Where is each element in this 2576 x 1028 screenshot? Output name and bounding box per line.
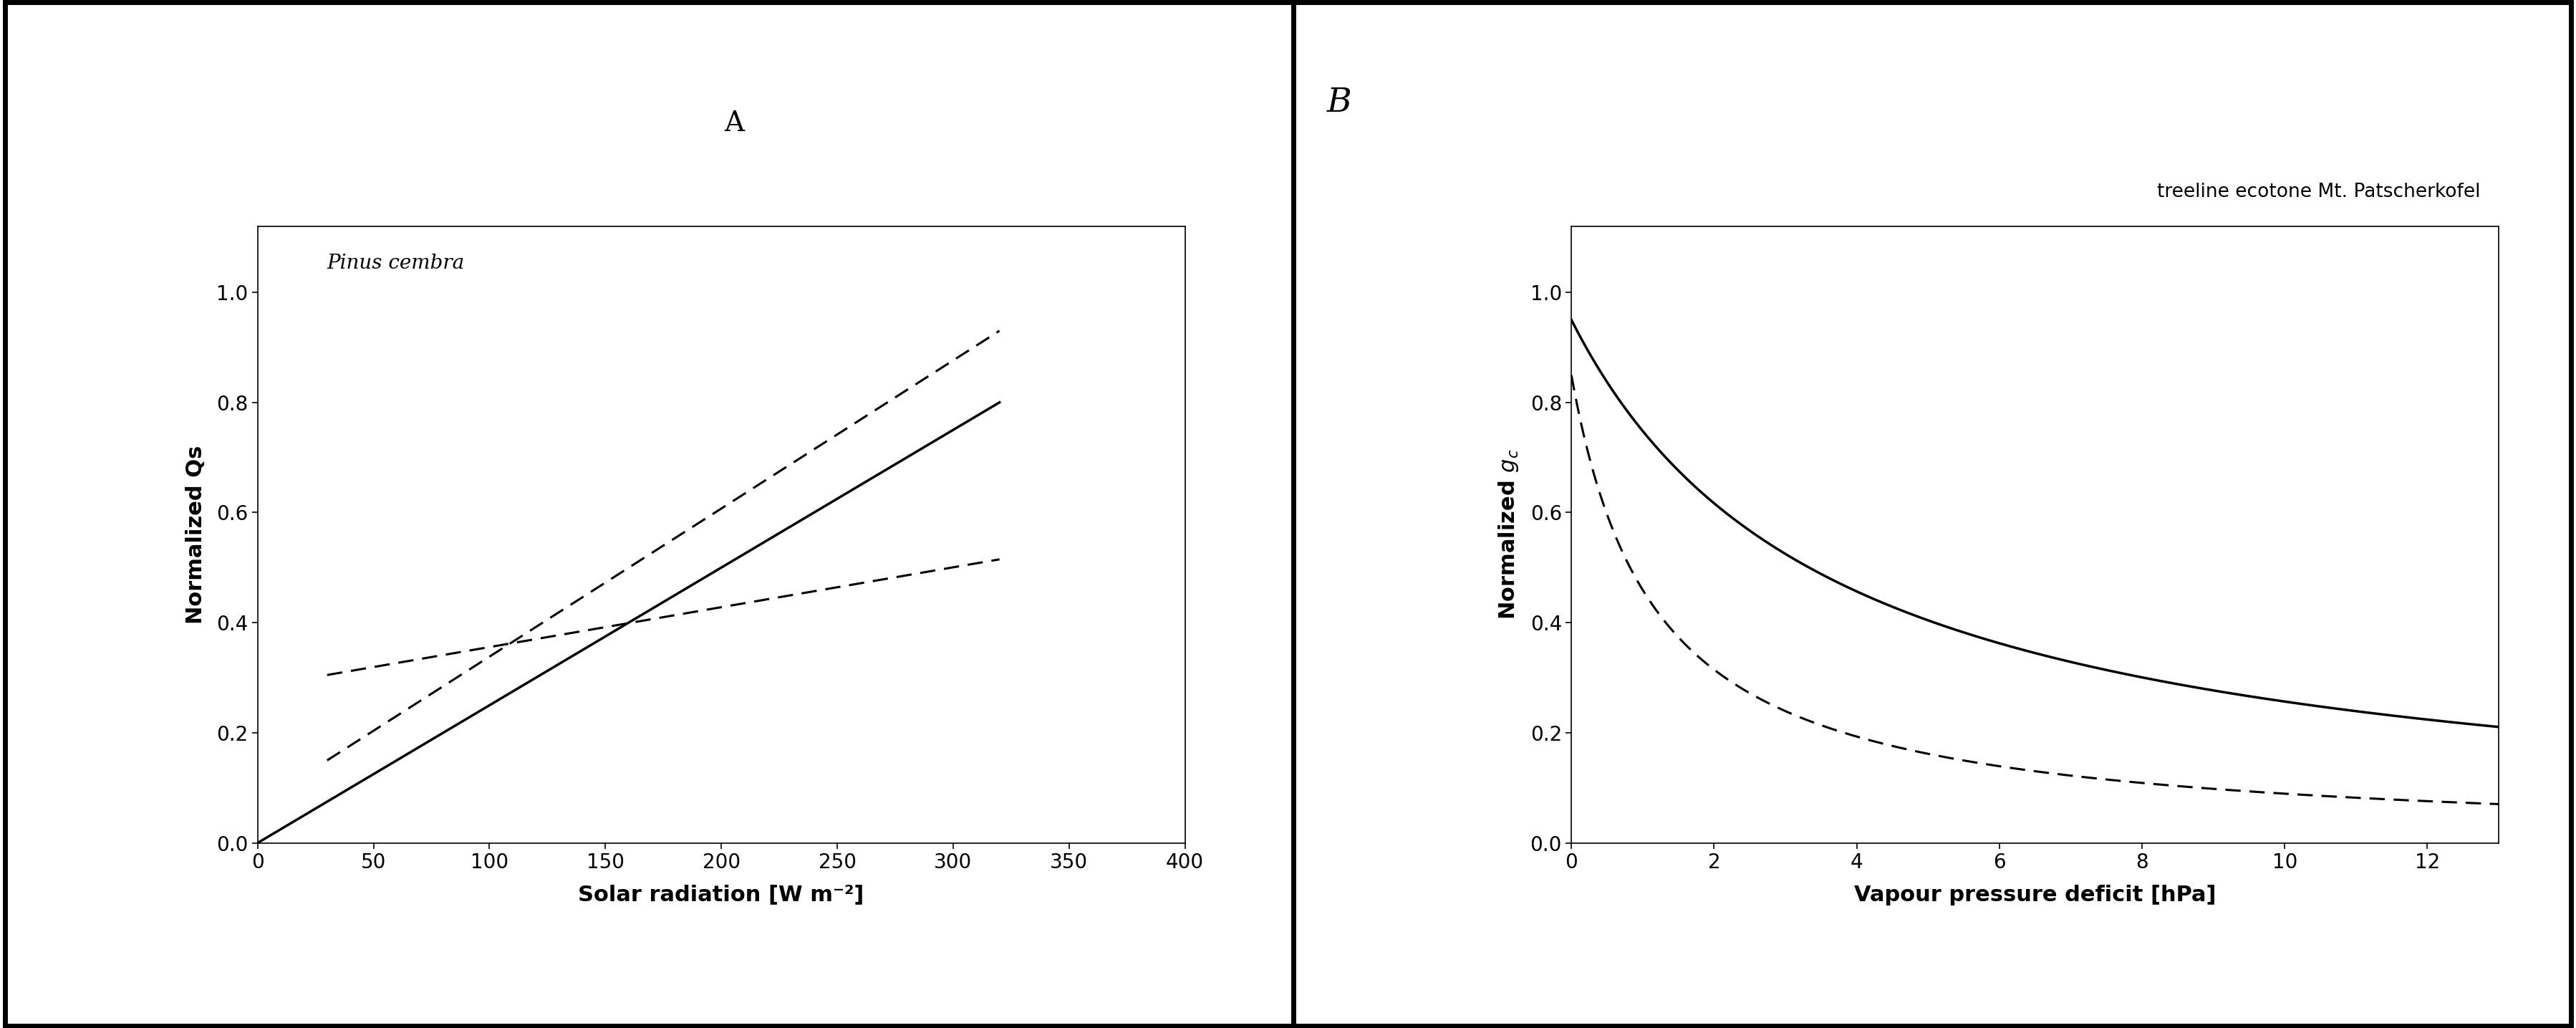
X-axis label: Vapour pressure deficit [hPa]: Vapour pressure deficit [hPa] bbox=[1855, 884, 2215, 906]
Text: A: A bbox=[724, 110, 744, 137]
Text: Pinus cembra: Pinus cembra bbox=[327, 254, 464, 273]
Y-axis label: Normalized Qs: Normalized Qs bbox=[185, 445, 206, 624]
Y-axis label: Normalized $g_c$: Normalized $g_c$ bbox=[1497, 449, 1520, 620]
Text: B: B bbox=[1327, 86, 1352, 119]
X-axis label: Solar radiation [W m⁻²]: Solar radiation [W m⁻²] bbox=[577, 884, 866, 906]
Text: treeline ecotone Mt. Patscherkofel: treeline ecotone Mt. Patscherkofel bbox=[2156, 183, 2481, 201]
